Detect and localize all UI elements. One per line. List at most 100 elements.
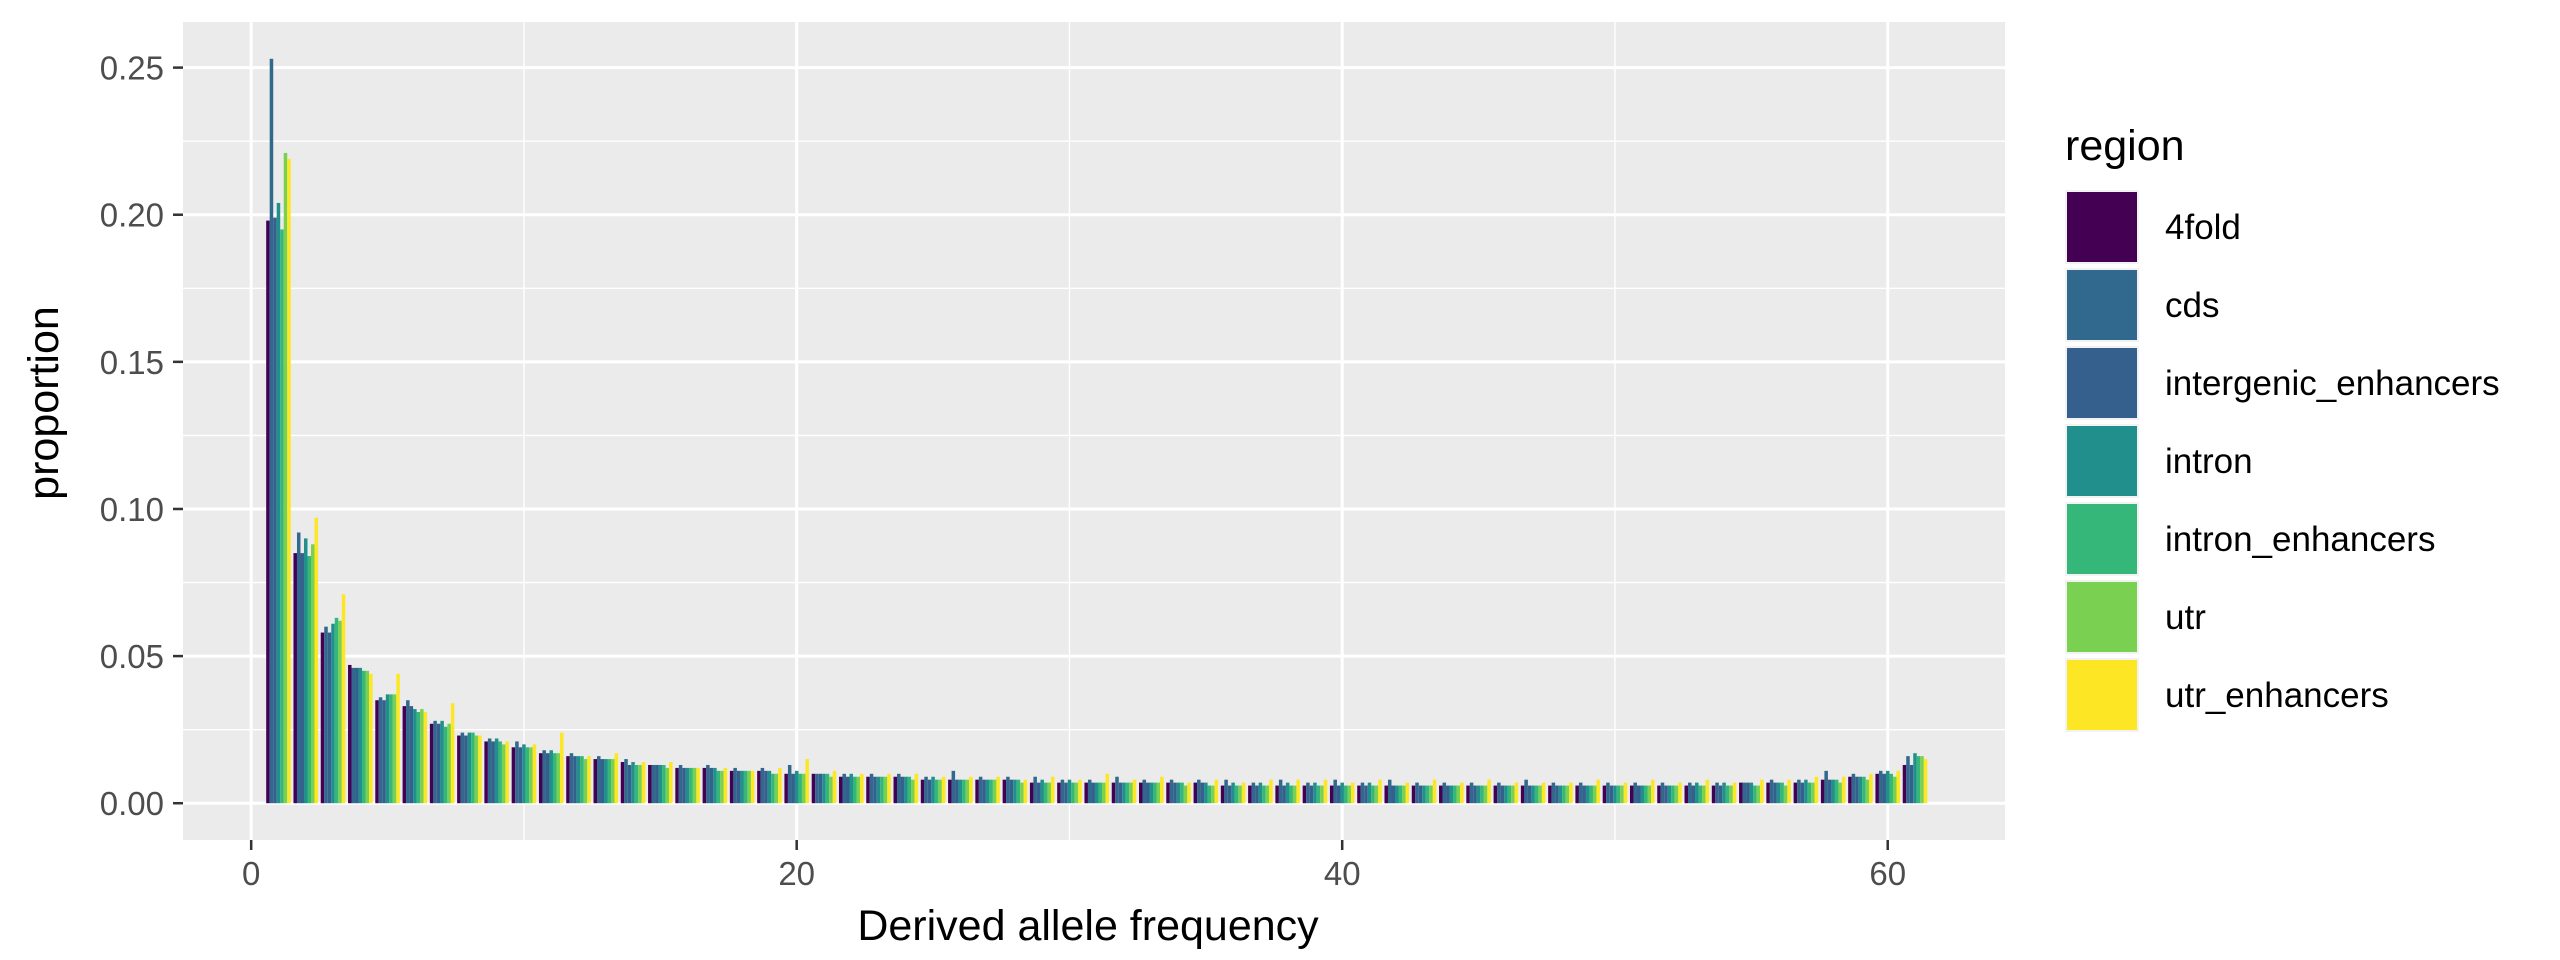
bar-utr_enhancers (1132, 779, 1137, 804)
bar-cds (924, 776, 928, 804)
bar-intergenic_enhancers (709, 767, 714, 804)
bar-intron (1122, 782, 1126, 804)
bar-4fold (1029, 782, 1034, 804)
legend-label-intron: intron (2165, 442, 2253, 481)
bar-utr (774, 773, 779, 804)
bar-4fold (538, 753, 543, 804)
bar-intergenic_enhancers (545, 753, 550, 804)
axes-layer: 0 20 40 60 0.00 0.05 0.10 0.15 0.20 0.25 (100, 50, 1906, 892)
bar-utr_enhancers (587, 756, 591, 804)
bar-4fold (293, 553, 297, 804)
bar-utr (1702, 785, 1706, 804)
bar-utr (1811, 782, 1815, 804)
bar-intron (631, 762, 635, 804)
bar-intergenic_enhancers (573, 756, 577, 804)
bar-4fold (266, 220, 270, 804)
bar-intron_enhancers (1316, 785, 1321, 804)
bar-intron (1013, 779, 1017, 804)
bar-4fold (1848, 776, 1852, 804)
bar-intron_enhancers (1862, 776, 1866, 804)
bar-cds (406, 700, 410, 804)
bar-intron_enhancers (1153, 782, 1157, 804)
bar-cds (1197, 779, 1201, 804)
bar-cds (515, 741, 519, 804)
bar-intron (931, 776, 935, 804)
bar-intron_enhancers (743, 770, 748, 804)
bar-utr_enhancers (1651, 779, 1655, 804)
bar-intron (1585, 785, 1590, 804)
bar-utr (801, 773, 806, 804)
bar-intron (740, 770, 744, 804)
bar-intergenic_enhancers (927, 779, 932, 804)
bar-intergenic_enhancers (955, 779, 959, 804)
bar-intron_enhancers (1671, 785, 1675, 804)
bar-4fold (948, 779, 952, 804)
bar-utr (1592, 785, 1597, 804)
bar-utr_enhancers (778, 767, 782, 804)
bar-intergenic_enhancers (627, 764, 632, 804)
bar-utr (1892, 776, 1897, 804)
bar-4fold (1602, 785, 1607, 804)
bar-intergenic_enhancers (1718, 785, 1723, 804)
bar-intron (985, 779, 990, 804)
legend-swatch-intron_enhancers (2067, 504, 2137, 574)
bar-utr_enhancers (1160, 776, 1164, 804)
bar-utr_enhancers (1923, 759, 1928, 804)
bar-4fold (1466, 785, 1470, 804)
bar-cds (1087, 779, 1092, 804)
bar-utr (611, 759, 615, 804)
bar-utr (1620, 785, 1624, 804)
bar-intron (904, 776, 908, 804)
bar-intergenic_enhancers (1282, 785, 1286, 804)
bar-utr (338, 620, 342, 804)
bar-intron (576, 756, 581, 804)
bar-utr (856, 776, 861, 804)
bar-intergenic_enhancers (491, 741, 495, 804)
y-tick-label: 0.25 (100, 50, 164, 87)
bar-intron_enhancers (662, 764, 666, 804)
bar-4fold (1657, 785, 1661, 804)
bar-utr (1238, 785, 1242, 804)
bar-intron (1395, 785, 1399, 804)
y-axis-title: proportion (20, 306, 68, 500)
bar-4fold (975, 779, 979, 804)
bar-intergenic_enhancers (1446, 785, 1450, 804)
bar-cds (1633, 782, 1637, 804)
bar-cds (433, 720, 437, 804)
bar-intron (1367, 782, 1372, 804)
bar-cds (1469, 782, 1474, 804)
bar-4fold (1166, 782, 1170, 804)
bar-4fold (402, 706, 407, 804)
bar-utr_enhancers (1896, 770, 1900, 804)
bar-intron (1449, 785, 1454, 804)
bar-intergenic_enhancers (1500, 785, 1505, 804)
bar-cds (787, 764, 792, 804)
bar-cds (1442, 782, 1447, 804)
bar-intergenic_enhancers (1364, 785, 1368, 804)
bar-intron_enhancers (1425, 785, 1430, 804)
bar-intron_enhancers (443, 726, 448, 804)
bar-cds (1115, 776, 1119, 804)
bar-cds (1360, 782, 1365, 804)
bar-utr_enhancers (1323, 779, 1328, 804)
bar-utr (1320, 785, 1324, 804)
bar-utr (474, 735, 479, 804)
legend-swatch-4fold (2067, 192, 2137, 262)
bar-cds (1224, 779, 1228, 804)
bar-4fold (1111, 782, 1116, 804)
bar-intron_enhancers (1180, 782, 1184, 804)
bar-4fold (457, 735, 461, 804)
bar-intron_enhancers (1016, 779, 1021, 804)
legend-swatch-intergenic_enhancers (2067, 348, 2137, 418)
bar-utr_enhancers (750, 770, 755, 804)
bar-utr_enhancers (696, 767, 700, 804)
bar-utr (720, 770, 724, 804)
bar-4fold (1684, 785, 1689, 804)
bar-utr_enhancers (1787, 779, 1791, 804)
bar-4fold (757, 770, 761, 804)
bar-intron (1613, 785, 1617, 804)
bar-4fold (348, 664, 352, 804)
bar-intron (1176, 782, 1181, 804)
bar-intron (1831, 779, 1835, 804)
bar-intron_enhancers (689, 767, 693, 804)
